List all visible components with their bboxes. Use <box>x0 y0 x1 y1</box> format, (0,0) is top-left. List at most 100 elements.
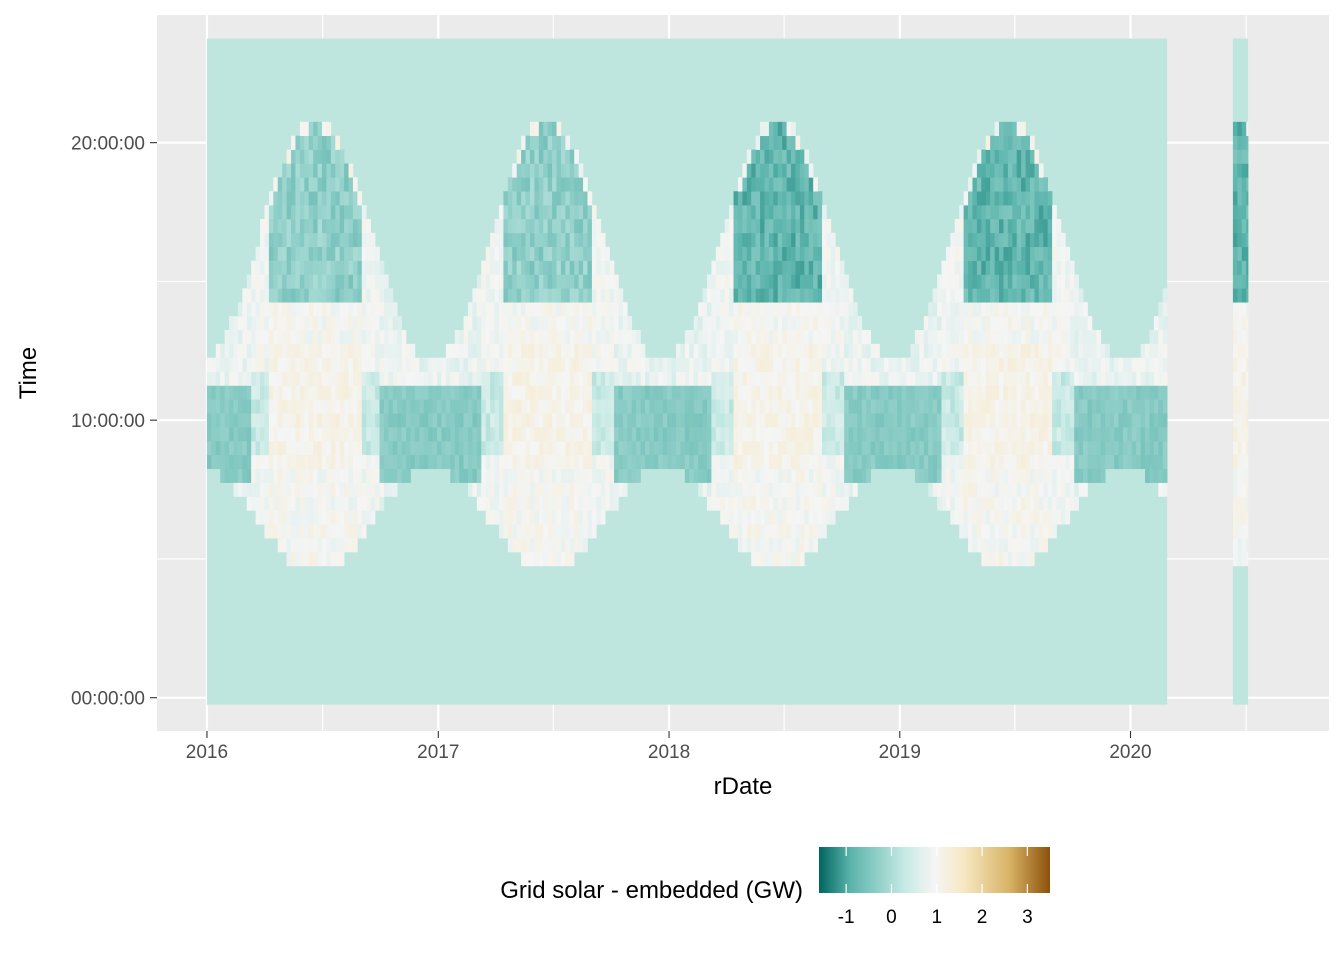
heat-cell <box>317 329 323 345</box>
heat-cell <box>401 343 407 359</box>
heat-cell <box>928 316 933 331</box>
heat-cell <box>985 329 991 345</box>
heat-cell <box>1052 246 1057 261</box>
heat-cell <box>1043 413 1048 428</box>
heat-cell <box>543 538 548 553</box>
heat-cell <box>543 232 548 248</box>
heat-cell <box>1241 191 1247 206</box>
heat-cell <box>583 260 588 275</box>
heat-cell <box>1078 440 1084 456</box>
heat-cell <box>1100 371 1106 386</box>
heat-cell <box>1237 468 1243 483</box>
heat-cell <box>1241 316 1247 331</box>
heat-cell <box>715 427 721 442</box>
heat-cell <box>529 163 535 178</box>
heat-cell <box>538 552 544 567</box>
heat-cell <box>999 427 1004 442</box>
heat-cell <box>1241 121 1247 137</box>
heat-cell <box>339 149 345 164</box>
heat-cell <box>326 440 332 456</box>
heat-cell <box>1025 191 1031 206</box>
heat-cell <box>1003 329 1009 345</box>
heat-cell <box>361 329 367 345</box>
heat-cell <box>1232 552 1238 567</box>
heat-cell <box>706 288 712 303</box>
heat-cell <box>512 260 517 275</box>
heat-cell <box>277 454 283 470</box>
heat-cell <box>1012 440 1018 456</box>
heat-cell <box>370 288 376 303</box>
heat-cell <box>596 288 602 303</box>
heat-cell <box>1241 135 1247 150</box>
heat-cell <box>1012 524 1018 539</box>
heat-cell <box>485 246 491 261</box>
heat-cell <box>361 246 367 261</box>
heat-cell <box>521 399 526 414</box>
heat-cell <box>968 177 973 192</box>
heat-cell <box>419 371 425 386</box>
heat-cell <box>264 205 270 220</box>
heat-cell <box>299 385 305 400</box>
heat-cell <box>764 343 770 359</box>
heat-cell <box>1246 316 1249 331</box>
heat-cell <box>1012 232 1018 248</box>
heat-cell <box>304 121 310 137</box>
heat-cell <box>817 371 823 386</box>
heat-cell <box>817 482 823 497</box>
heat-cell <box>857 371 863 386</box>
heat-cell <box>565 316 571 331</box>
heat-cell <box>923 454 929 470</box>
heat-cell <box>596 385 602 400</box>
heat-cell <box>751 385 756 400</box>
heat-cell <box>304 524 310 539</box>
heat-cell <box>1043 288 1048 303</box>
heat-cell <box>321 468 327 483</box>
heat-cell <box>1016 482 1022 497</box>
heat-cell <box>273 343 279 359</box>
heat-cell <box>870 371 876 386</box>
heat-cell <box>352 468 358 483</box>
heat-cell <box>760 468 765 483</box>
heat-cell <box>308 191 314 206</box>
heat-cell <box>268 260 274 275</box>
heat-cell <box>932 329 938 345</box>
heat-cell <box>370 246 376 261</box>
heat-cell <box>782 205 787 220</box>
heat-cell <box>883 371 889 386</box>
heat-cell <box>981 205 987 220</box>
heat-cell <box>330 510 336 525</box>
heat-cell <box>529 371 535 386</box>
heat-cell <box>1232 191 1238 206</box>
heat-cell <box>777 427 783 442</box>
heat-cell <box>817 288 823 303</box>
heat-cell <box>791 316 796 331</box>
heat-cell <box>720 454 725 470</box>
heat-cell <box>233 454 239 470</box>
heat-cell <box>1043 371 1048 386</box>
heat-cell <box>255 413 261 428</box>
heat-cell <box>791 302 796 317</box>
heat-cell <box>299 218 305 234</box>
heat-cell <box>985 135 991 150</box>
heat-cell <box>534 191 540 206</box>
heat-cell <box>273 468 279 483</box>
heat-cell <box>959 232 964 248</box>
heat-cell <box>304 260 310 275</box>
heat-cell <box>600 440 606 456</box>
heat-cell <box>485 482 491 497</box>
heat-cell <box>618 454 624 470</box>
heat-cell <box>1003 135 1009 150</box>
heat-cell <box>724 427 730 442</box>
heat-cell <box>888 357 894 372</box>
heat-cell <box>799 329 805 345</box>
heat-cell <box>751 177 756 192</box>
heat-cell <box>777 149 783 164</box>
heat-cell <box>299 246 305 261</box>
heat-cell <box>317 191 323 206</box>
heat-cell <box>344 316 349 331</box>
heat-cell <box>348 302 354 317</box>
heat-cell <box>1065 343 1071 359</box>
heat-cell <box>945 329 951 345</box>
heat-cell <box>1003 163 1009 178</box>
heat-cell <box>313 440 318 456</box>
